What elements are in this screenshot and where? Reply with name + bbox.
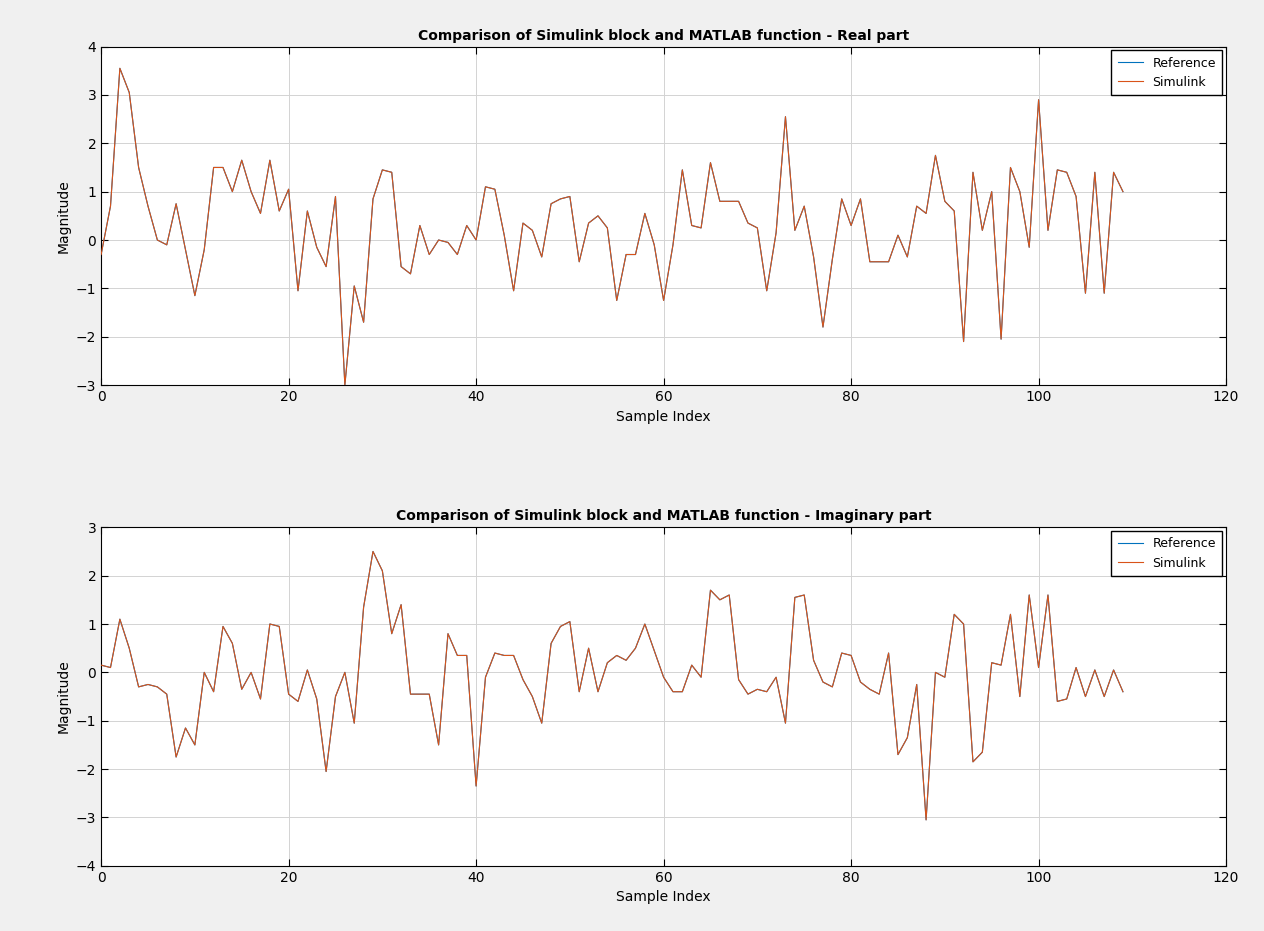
- Simulink: [1068, 662, 1083, 673]
- Simulink: [337, 380, 353, 391]
- Reference: [112, 62, 128, 74]
- Y-axis label: Magnitude: Magnitude: [56, 179, 71, 252]
- Reference: [834, 194, 849, 205]
- Simulink: [609, 295, 624, 306]
- Reference: [1115, 686, 1130, 697]
- Reference: [1106, 167, 1121, 178]
- Reference: [824, 681, 839, 693]
- Reference: [94, 659, 109, 670]
- Reference: [599, 657, 614, 668]
- Simulink: [1106, 665, 1121, 676]
- Reference: [403, 689, 418, 700]
- Title: Comparison of Simulink block and MATLAB function - Real part: Comparison of Simulink block and MATLAB …: [418, 29, 909, 43]
- Simulink: [824, 681, 839, 693]
- Simulink: [412, 220, 427, 231]
- Legend: Reference, Simulink: Reference, Simulink: [1111, 531, 1222, 575]
- Simulink: [94, 249, 109, 260]
- Simulink: [571, 686, 586, 697]
- Reference: [1106, 665, 1121, 676]
- Reference: [365, 546, 380, 557]
- Reference: [1115, 186, 1130, 197]
- X-axis label: Sample Index: Sample Index: [617, 890, 710, 904]
- Reference: [571, 686, 586, 697]
- Simulink: [112, 62, 128, 74]
- Simulink: [365, 546, 380, 557]
- Reference: [581, 218, 597, 229]
- Simulink: [1106, 167, 1121, 178]
- Simulink: [919, 815, 934, 826]
- Title: Comparison of Simulink block and MATLAB function - Imaginary part: Comparison of Simulink block and MATLAB …: [396, 509, 932, 523]
- Line: Reference: Reference: [101, 68, 1122, 385]
- Reference: [919, 815, 934, 826]
- Simulink: [1115, 186, 1130, 197]
- Line: Reference: Reference: [101, 551, 1122, 820]
- Simulink: [403, 689, 418, 700]
- Simulink: [1115, 686, 1130, 697]
- Legend: Reference, Simulink: Reference, Simulink: [1111, 50, 1222, 95]
- Reference: [412, 220, 427, 231]
- Y-axis label: Magnitude: Magnitude: [56, 660, 71, 734]
- Reference: [94, 249, 109, 260]
- Simulink: [1068, 191, 1083, 202]
- Simulink: [94, 659, 109, 670]
- Reference: [609, 295, 624, 306]
- X-axis label: Sample Index: Sample Index: [617, 410, 710, 424]
- Line: Simulink: Simulink: [101, 551, 1122, 820]
- Line: Simulink: Simulink: [101, 68, 1122, 385]
- Reference: [337, 380, 353, 391]
- Reference: [1068, 191, 1083, 202]
- Simulink: [581, 218, 597, 229]
- Simulink: [834, 194, 849, 205]
- Simulink: [599, 657, 614, 668]
- Reference: [1068, 662, 1083, 673]
